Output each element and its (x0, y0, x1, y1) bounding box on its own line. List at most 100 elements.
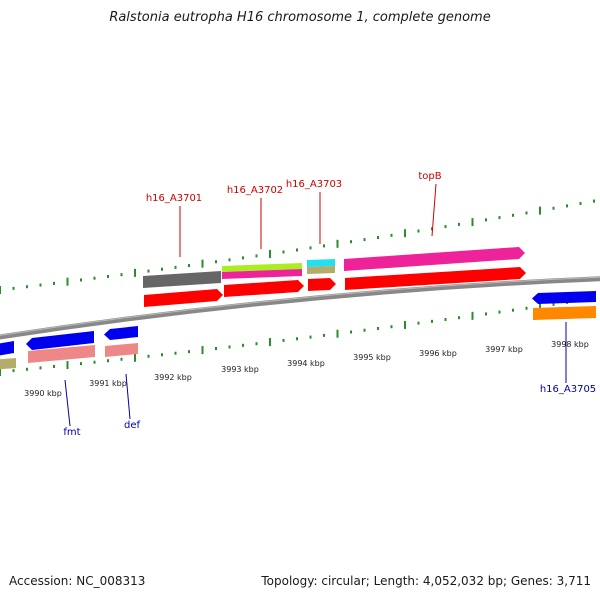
outer-ring-tick (80, 278, 82, 282)
chromosome-backbone-highlight (0, 276, 600, 336)
gene-khaki-left[interactable] (0, 358, 16, 370)
outer-ring-tick (53, 281, 55, 285)
genome-summary-text: Topology: circular; Length: 4,052,032 bp… (261, 574, 591, 588)
outer-ring-tick (93, 276, 96, 280)
inner-ring-tick (525, 306, 528, 310)
inner-ring-tick (309, 335, 312, 339)
inner-ring-tick (161, 353, 163, 357)
outer-ring-tick (390, 233, 393, 237)
inner-ring-tick (431, 319, 433, 323)
inner-ring-tick (377, 326, 379, 330)
outer-ring-tick (417, 229, 420, 233)
inner-ring-tick (242, 343, 244, 347)
gene-label-line (64, 379, 71, 427)
outer-ring-tick (134, 268, 136, 277)
inner-ring-tick (282, 338, 285, 342)
scale-label: 3992 kbp (154, 373, 192, 382)
gene-label-topB[interactable]: topB (418, 171, 441, 182)
inner-ring-tick (296, 337, 298, 341)
outer-ring-tick (566, 204, 568, 208)
outer-ring-tick (269, 249, 271, 258)
gene-topB-magenta[interactable] (344, 247, 525, 271)
gene-fmt-blue[interactable] (26, 331, 94, 350)
scale-label: 3991 kbp (89, 379, 127, 388)
scale-label: 3995 kbp (353, 353, 391, 362)
map-title: Ralstonia eutropha H16 chromosome 1, com… (109, 10, 491, 25)
inner-ring-tick (350, 330, 352, 334)
gene-label-def[interactable]: def (124, 420, 141, 431)
outer-ring-tick (431, 227, 433, 231)
outer-ring-tick (120, 273, 123, 277)
outer-ring-tick (444, 225, 447, 229)
gene-h16_A3703-khaki[interactable] (307, 266, 335, 274)
gene-red-4[interactable] (345, 267, 526, 290)
outer-ring-tick (512, 213, 514, 217)
outer-ring-tick (0, 286, 1, 294)
inner-ring-tick (363, 328, 366, 332)
inner-ring-tick (26, 367, 28, 371)
scale-label: 3997 kbp (485, 345, 523, 354)
inner-ring-tick (215, 347, 217, 351)
outer-ring-tick (201, 259, 204, 268)
gene-h16_A3701-gray[interactable] (143, 271, 221, 288)
outer-ring-tick (66, 277, 69, 286)
outer-ring-tick (363, 238, 366, 242)
gene-h16_A3705-orange[interactable] (533, 306, 596, 320)
gene-red-1[interactable] (144, 289, 223, 307)
gene-h16_A3703-cyan[interactable] (307, 259, 335, 267)
inner-ring-tick (323, 333, 325, 337)
inner-ring-tick (93, 360, 96, 364)
outer-ring-tick (336, 239, 339, 248)
gene-red-2[interactable] (224, 280, 304, 297)
chromosome-backbone (0, 276, 600, 340)
outer-ring-tick (12, 286, 15, 290)
outer-ring-tick (485, 218, 487, 222)
outer-tick-ring (0, 199, 595, 294)
inner-ring-tick (107, 359, 109, 363)
outer-ring-tick (215, 260, 217, 264)
scale-label: 3994 kbp (287, 359, 325, 368)
scale-label: 3998 kbp (551, 340, 589, 349)
gene-label-h16_A3701[interactable]: h16_A3701 (146, 193, 202, 204)
gene-label-h16_A3705[interactable]: h16_A3705 (540, 384, 596, 395)
outer-ring-tick (377, 235, 379, 239)
gene-label-h16_A3703[interactable]: h16_A3703 (286, 179, 342, 190)
outer-ring-tick (296, 248, 298, 252)
outer-ring-tick (350, 240, 352, 244)
gene-label-h16_A3702[interactable]: h16_A3702 (227, 185, 283, 196)
gene-def-salmon[interactable] (105, 343, 138, 357)
gene-def-blue[interactable] (104, 326, 138, 340)
inner-ring-tick (80, 362, 82, 366)
inner-ring-tick (390, 325, 393, 329)
inner-ring-tick (39, 366, 42, 370)
inner-ring-tick (228, 345, 231, 349)
gene-blue-left[interactable] (0, 341, 14, 356)
inner-ring-tick (485, 312, 487, 316)
scale-label: 3996 kbp (419, 349, 457, 358)
outer-ring-tick (174, 265, 177, 269)
inner-ring-tick (336, 329, 339, 338)
outer-ring-tick (282, 250, 285, 254)
gene-h16_A3705-blue[interactable] (532, 291, 596, 304)
gene-label-line (125, 373, 131, 420)
scale-label: 3993 kbp (221, 365, 259, 374)
outer-ring-tick (39, 283, 42, 287)
outer-ring-tick (579, 201, 582, 205)
outer-ring-tick (161, 267, 163, 271)
inner-ring-tick (188, 350, 190, 354)
inner-ring-tick (53, 364, 55, 368)
outer-ring-tick (188, 264, 190, 268)
outer-ring-tick (458, 222, 460, 226)
gene-red-3[interactable] (308, 278, 336, 291)
outer-ring-tick (107, 274, 109, 278)
gene-fmt-salmon[interactable] (28, 345, 95, 363)
outer-ring-tick (323, 244, 325, 248)
inner-ring-tick (269, 338, 271, 347)
outer-ring-tick (525, 211, 528, 215)
outer-ring-tick (255, 254, 258, 258)
outer-ring-tick (309, 246, 312, 250)
outer-ring-tick (147, 269, 150, 273)
gene-label-fmt[interactable]: fmt (63, 427, 80, 438)
gene-h16_A3702-magenta[interactable] (222, 269, 302, 279)
outer-ring-tick (228, 258, 231, 262)
